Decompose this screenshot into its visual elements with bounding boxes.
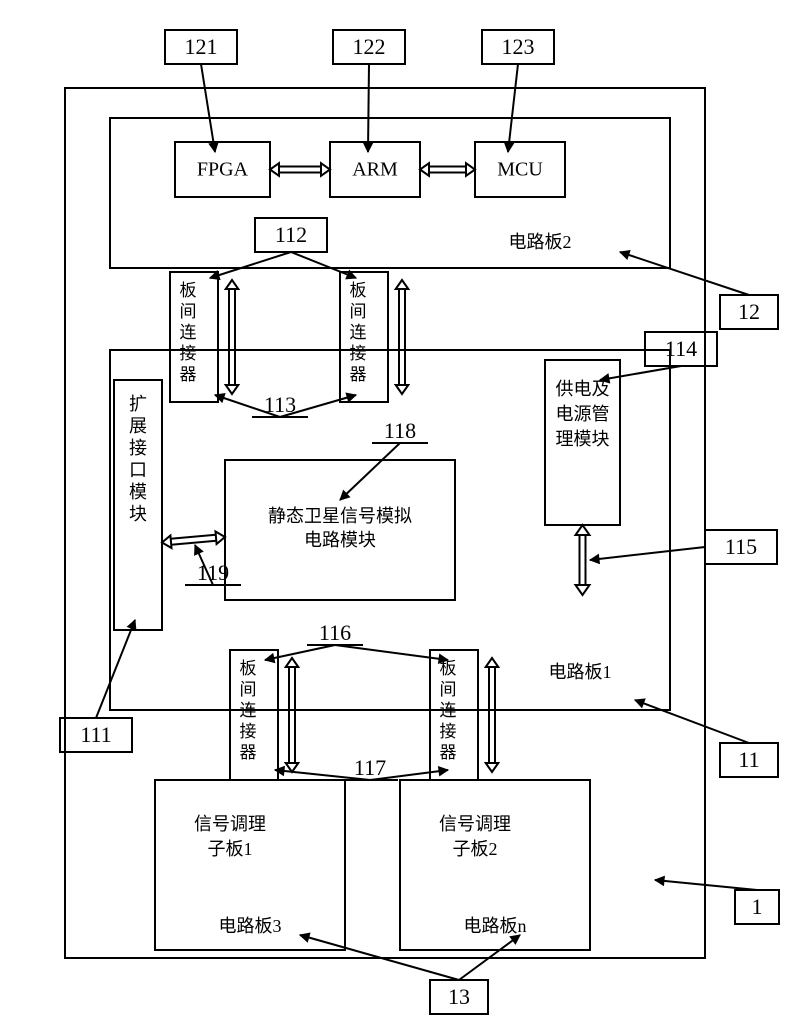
svg-text:111: 111 — [80, 722, 111, 747]
svg-text:13: 13 — [448, 984, 470, 1009]
svg-text:115: 115 — [725, 534, 757, 559]
svg-text:连: 连 — [240, 701, 257, 720]
svg-text:112: 112 — [275, 222, 307, 247]
svg-text:子板1: 子板1 — [208, 839, 253, 859]
svg-text:板: 板 — [350, 281, 367, 300]
svg-text:器: 器 — [180, 365, 197, 384]
svg-text:122: 122 — [353, 34, 386, 59]
svg-text:间: 间 — [180, 302, 197, 321]
svg-text:116: 116 — [319, 620, 351, 645]
fpga-label: FPGA — [197, 159, 249, 181]
svg-text:117: 117 — [354, 755, 386, 780]
svg-text:1: 1 — [752, 894, 763, 919]
svg-text:连: 连 — [180, 323, 197, 342]
svg-text:电路模块: 电路模块 — [304, 530, 376, 550]
svg-text:121: 121 — [185, 34, 218, 59]
svg-text:扩: 扩 — [129, 394, 147, 414]
svg-text:接: 接 — [240, 722, 257, 741]
mcu-label: MCU — [497, 159, 543, 181]
svg-text:信号调理: 信号调理 — [439, 814, 511, 834]
svg-text:板: 板 — [180, 281, 197, 300]
svg-text:12: 12 — [738, 299, 760, 324]
svg-text:信号调理: 信号调理 — [194, 814, 266, 834]
svg-text:电路板n: 电路板n — [464, 916, 527, 936]
svg-text:接: 接 — [350, 344, 367, 363]
svg-text:123: 123 — [502, 34, 535, 59]
svg-text:接: 接 — [180, 344, 197, 363]
svg-text:11: 11 — [738, 747, 759, 772]
svg-text:子板2: 子板2 — [453, 839, 498, 859]
svg-text:静态卫星信号模拟: 静态卫星信号模拟 — [268, 506, 412, 526]
svg-text:间: 间 — [440, 680, 457, 699]
svg-text:器: 器 — [440, 743, 457, 762]
svg-text:接: 接 — [440, 722, 457, 741]
svg-text:电源管: 电源管 — [556, 404, 610, 424]
svg-text:114: 114 — [665, 336, 697, 361]
svg-text:块: 块 — [129, 504, 147, 524]
board2-label: 电路板2 — [509, 232, 572, 252]
svg-text:间: 间 — [350, 302, 367, 321]
svg-text:器: 器 — [350, 365, 367, 384]
svg-text:118: 118 — [384, 418, 416, 443]
svg-text:口: 口 — [129, 460, 147, 480]
svg-text:连: 连 — [440, 701, 457, 720]
svg-text:供电及: 供电及 — [556, 379, 610, 399]
svg-text:器: 器 — [240, 743, 257, 762]
svg-text:接: 接 — [129, 438, 147, 458]
board1-label: 电路板1 — [549, 662, 612, 682]
svg-text:展: 展 — [129, 416, 147, 436]
svg-text:模: 模 — [129, 482, 147, 502]
svg-text:板: 板 — [240, 659, 257, 678]
svg-text:119: 119 — [197, 560, 229, 585]
svg-text:连: 连 — [350, 323, 367, 342]
arm-label: ARM — [352, 159, 398, 181]
board2-box — [110, 118, 670, 268]
svg-text:间: 间 — [240, 680, 257, 699]
svg-text:理模块: 理模块 — [556, 429, 610, 449]
svg-text:电路板3: 电路板3 — [219, 916, 282, 936]
